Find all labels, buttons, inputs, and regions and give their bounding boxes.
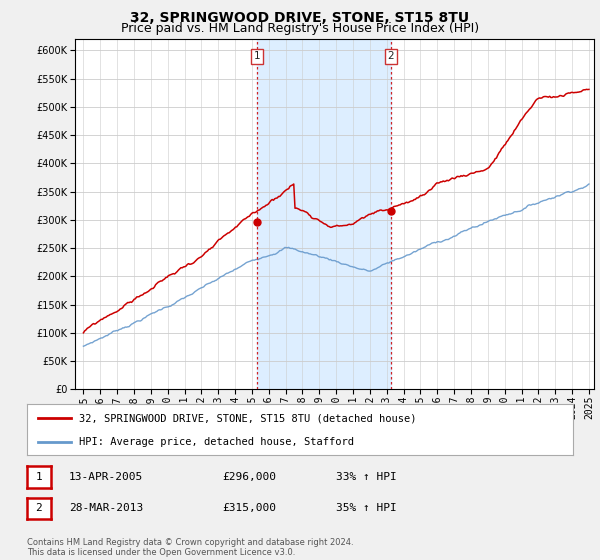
Text: 28-MAR-2013: 28-MAR-2013 xyxy=(69,503,143,514)
Text: 2: 2 xyxy=(35,503,43,514)
Text: 1: 1 xyxy=(253,52,260,62)
Text: £296,000: £296,000 xyxy=(222,472,276,482)
Text: 32, SPRINGWOOD DRIVE, STONE, ST15 8TU (detached house): 32, SPRINGWOOD DRIVE, STONE, ST15 8TU (d… xyxy=(79,413,416,423)
Text: 13-APR-2005: 13-APR-2005 xyxy=(69,472,143,482)
Text: £315,000: £315,000 xyxy=(222,503,276,514)
Text: HPI: Average price, detached house, Stafford: HPI: Average price, detached house, Staf… xyxy=(79,437,354,447)
Text: 32, SPRINGWOOD DRIVE, STONE, ST15 8TU: 32, SPRINGWOOD DRIVE, STONE, ST15 8TU xyxy=(130,11,470,25)
Bar xyxy=(257,39,391,389)
Text: 33% ↑ HPI: 33% ↑ HPI xyxy=(336,472,397,482)
Text: Price paid vs. HM Land Registry's House Price Index (HPI): Price paid vs. HM Land Registry's House … xyxy=(121,22,479,35)
Text: 1: 1 xyxy=(35,472,43,482)
Text: Contains HM Land Registry data © Crown copyright and database right 2024.
This d: Contains HM Land Registry data © Crown c… xyxy=(27,538,353,557)
Text: 35% ↑ HPI: 35% ↑ HPI xyxy=(336,503,397,514)
Text: 2: 2 xyxy=(388,52,394,62)
